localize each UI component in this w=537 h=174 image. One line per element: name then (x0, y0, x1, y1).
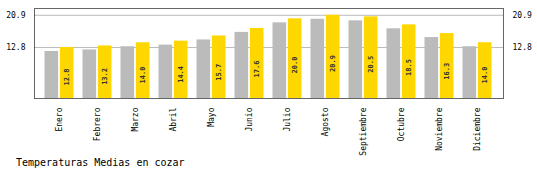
svg-text:16.3: 16.3 (443, 63, 451, 80)
svg-text:Septiembre: Septiembre (359, 107, 368, 155)
svg-text:12.8: 12.8 (513, 43, 532, 52)
svg-text:13.2: 13.2 (101, 68, 109, 85)
svg-text:12.8: 12.8 (63, 69, 71, 86)
svg-text:14.0: 14.0 (481, 67, 489, 84)
svg-text:Enero: Enero (55, 107, 64, 131)
svg-text:12.8: 12.8 (6, 43, 25, 52)
svg-text:Mayo: Mayo (207, 107, 216, 126)
svg-text:Febrero: Febrero (93, 107, 102, 141)
html-text:Temperaturas Medias en cozar: Temperaturas Medias en cozar (16, 157, 185, 168)
svg-text:14.4: 14.4 (177, 66, 185, 83)
svg-text:Marzo: Marzo (131, 107, 140, 131)
svg-text:20.5: 20.5 (367, 56, 375, 73)
svg-text:20.9: 20.9 (6, 11, 25, 20)
svg-text:Julio: Julio (283, 107, 292, 131)
svg-text:Junio: Junio (245, 107, 254, 131)
svg-text:Diciembre: Diciembre (473, 107, 482, 151)
svg-text:Octubre: Octubre (397, 107, 406, 141)
svg-text:20.0: 20.0 (291, 57, 299, 74)
svg-text:18.5: 18.5 (405, 59, 413, 76)
svg-text:Agosto: Agosto (321, 107, 330, 136)
svg-text:Noviembre: Noviembre (435, 107, 444, 151)
svg-text:14.0: 14.0 (139, 67, 147, 84)
svg-text:20.9: 20.9 (329, 55, 337, 72)
svg-text:17.6: 17.6 (253, 61, 261, 78)
svg-text:15.7: 15.7 (215, 64, 223, 81)
svg-text:Abril: Abril (169, 107, 178, 131)
svg-text:20.9: 20.9 (513, 11, 532, 20)
